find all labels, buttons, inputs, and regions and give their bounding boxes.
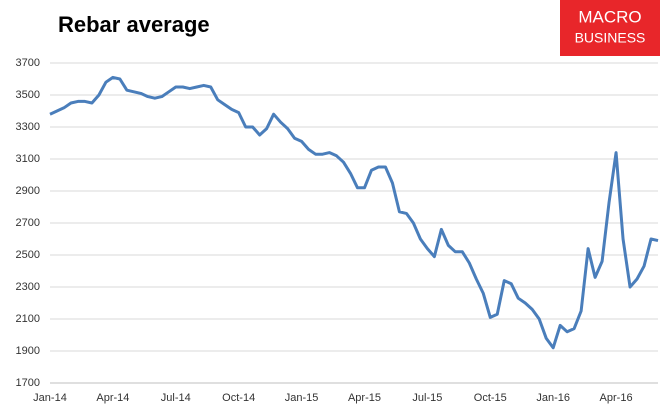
x-tick-label: Jul-14 (161, 392, 191, 404)
y-tick-label: 2700 (16, 217, 40, 229)
logo-text: MACRO (578, 7, 641, 26)
y-tick-label: 1900 (16, 345, 40, 357)
y-tick-label: 2900 (16, 185, 40, 197)
x-tick-label: Apr-14 (96, 392, 129, 404)
x-tick-label: Jan-16 (536, 392, 570, 404)
y-tick-label: 2500 (16, 249, 40, 261)
chart-title: Rebar average (58, 12, 210, 37)
y-tick-label: 1700 (16, 377, 40, 389)
x-tick-label: Oct-14 (222, 392, 255, 404)
line-series (49, 75, 659, 350)
logo-box (560, 0, 660, 56)
x-tick-label: Apr-16 (600, 392, 633, 404)
x-tick-label: Oct-15 (474, 392, 507, 404)
x-tick-label: Jan-15 (285, 392, 319, 404)
x-tick-label: Jul-15 (412, 392, 442, 404)
y-tick-label: 3500 (16, 89, 40, 101)
x-tick-label: Jan-14 (33, 392, 67, 404)
y-tick-label: 3300 (16, 121, 40, 133)
y-tick-label: 2100 (16, 313, 40, 325)
y-tick-label: 3700 (16, 57, 40, 69)
y-tick-label: 2300 (16, 281, 40, 293)
logo-text: BUSINESS (575, 30, 646, 46)
y-tick-label: 3100 (16, 153, 40, 165)
x-tick-label: Apr-15 (348, 392, 381, 404)
